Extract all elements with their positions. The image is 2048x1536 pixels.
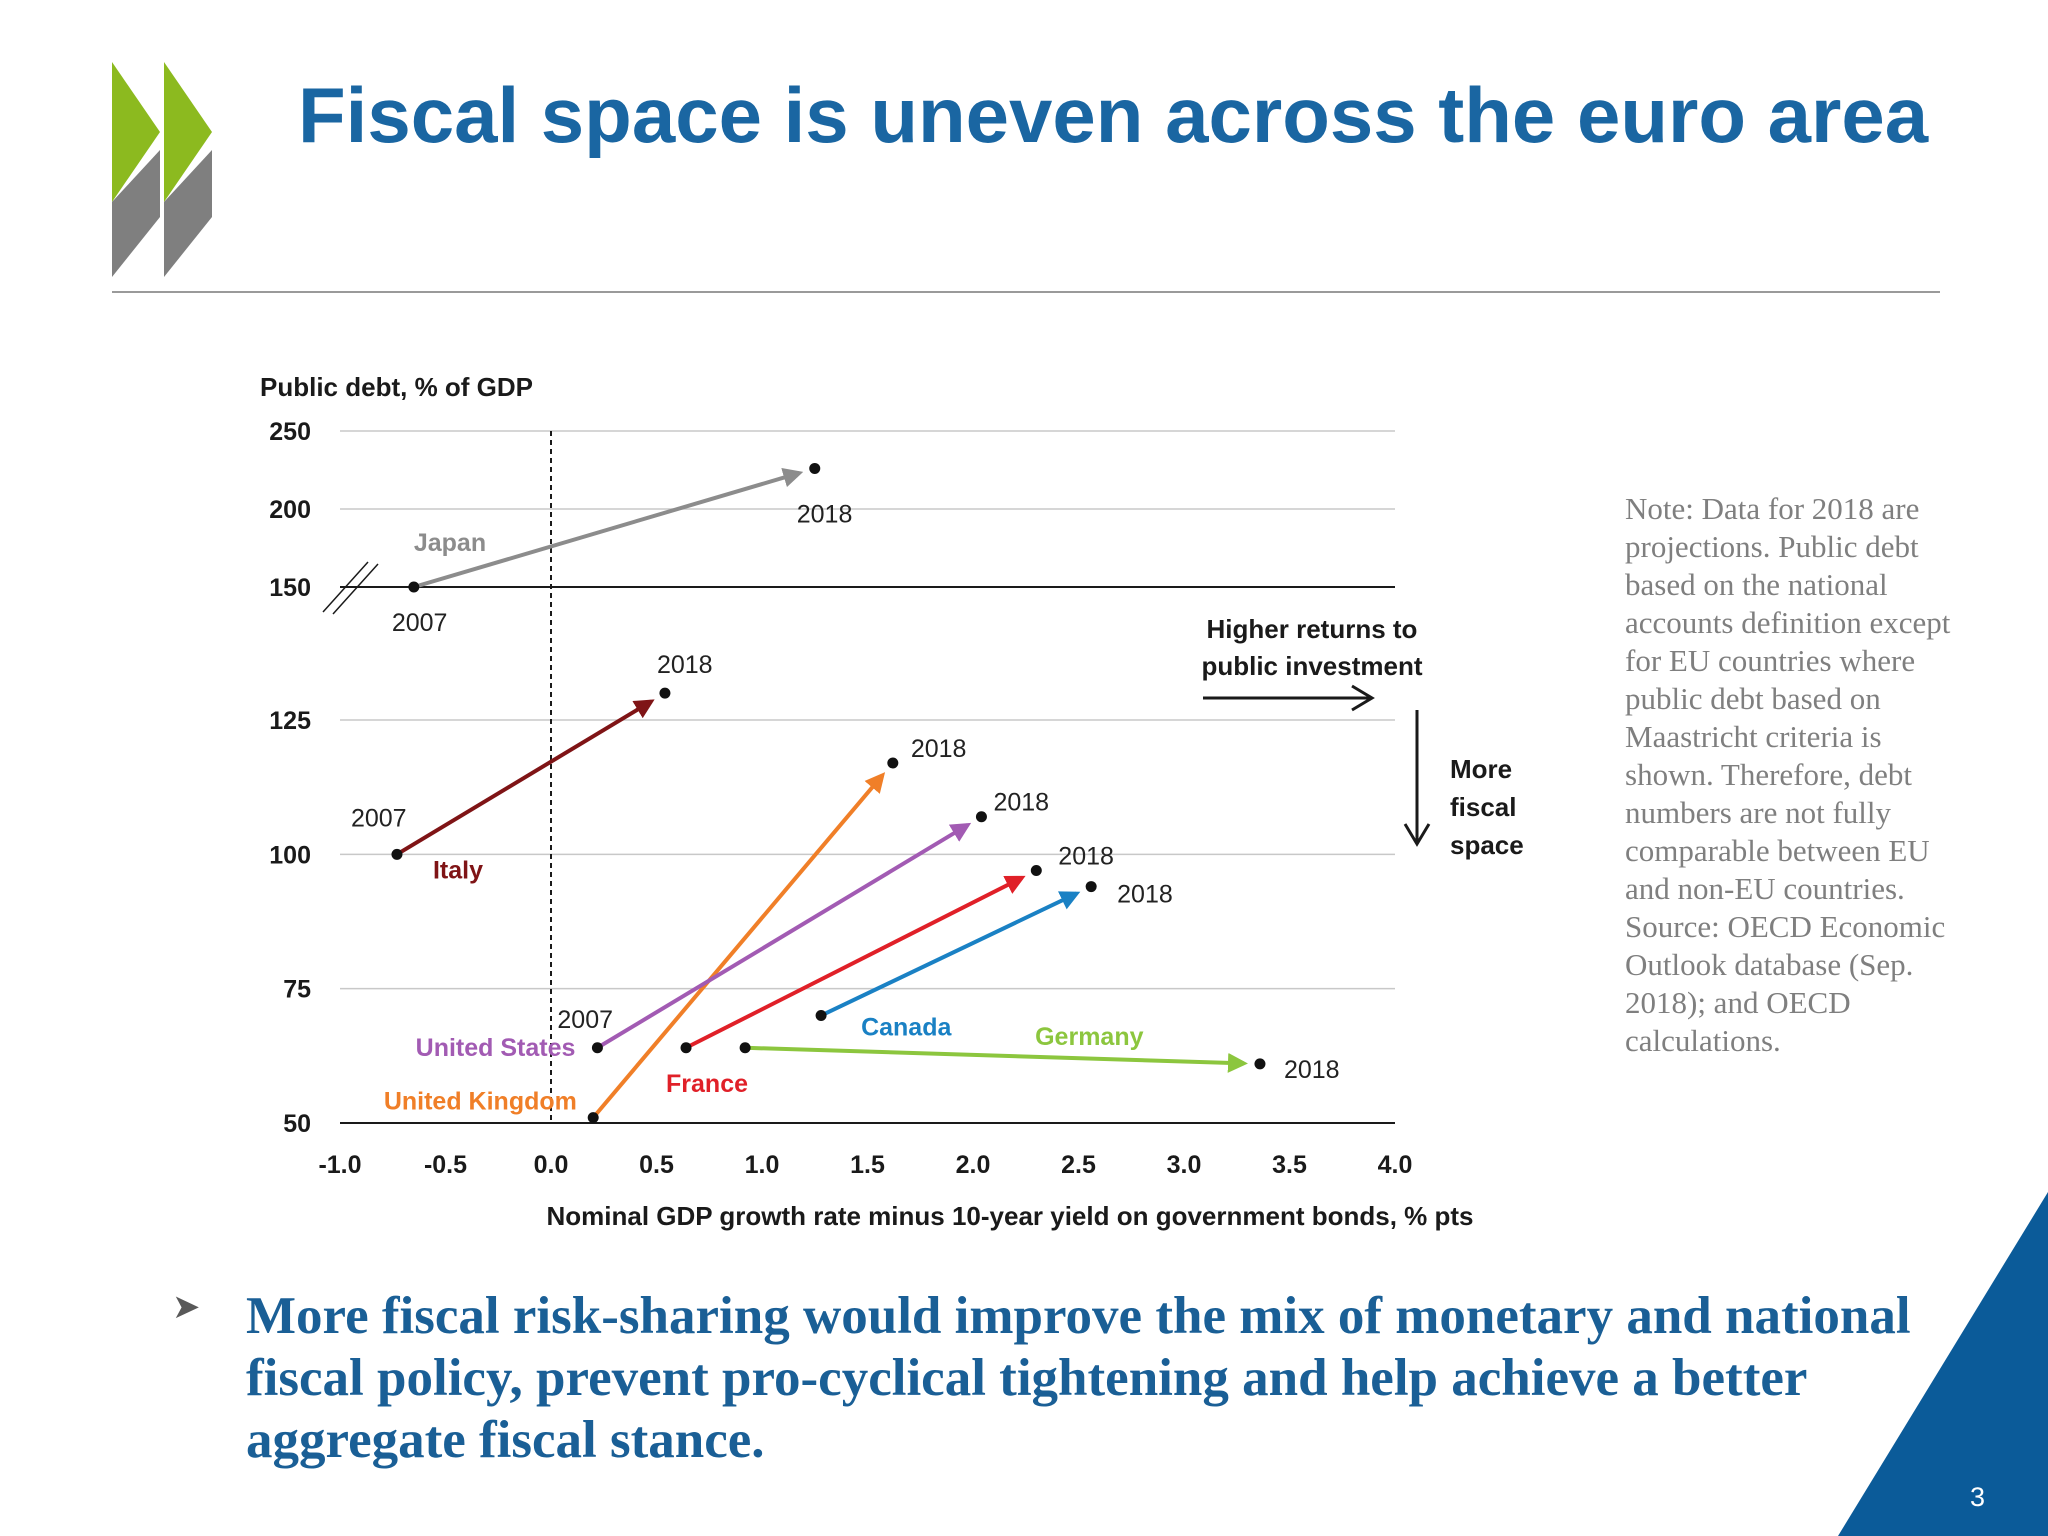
x-tick-label: 1.5 xyxy=(850,1151,885,1179)
chart-note: Note: Data for 2018 are projections. Pub… xyxy=(1625,491,1951,1058)
logo-grey-chevron-left xyxy=(112,150,160,277)
oecd-chevron-logo xyxy=(112,62,212,277)
end-point xyxy=(1030,864,1042,876)
series-name-label: Canada xyxy=(861,1014,952,1042)
annotation-space-line3: space xyxy=(1450,830,1524,860)
start-point xyxy=(408,581,420,593)
y-tick-label: 200 xyxy=(269,496,311,524)
y-tick-label: 250 xyxy=(269,418,311,446)
start-year-label: 2007 xyxy=(557,1006,613,1034)
series-name-label: United States xyxy=(416,1034,576,1062)
arrow-right-icon xyxy=(1203,684,1375,712)
y-tick-label: 150 xyxy=(269,574,311,602)
x-tick-label: 0.5 xyxy=(639,1151,674,1179)
start-point xyxy=(391,848,403,860)
start-point xyxy=(587,1112,599,1124)
logo-green-chevron-right xyxy=(164,62,212,202)
gridlines xyxy=(322,430,1395,1124)
axis-ticks: 50 75 100 125 150 200 250 -1.0 -0.5 0.0 0.5 1.0 1.5 2… xyxy=(269,418,1412,1179)
arrow-bullet-icon: ➤ xyxy=(172,1287,201,1327)
annotation-space-line1: More xyxy=(1450,754,1512,784)
end-year-label: 2018 xyxy=(1117,881,1173,909)
x-tick-label: 2.5 xyxy=(1061,1151,1096,1179)
page-number: 3 xyxy=(1970,1482,1986,1512)
start-year-label: 2007 xyxy=(392,609,448,637)
series-japan: Japan 2007 2018 xyxy=(392,462,853,637)
x-tick-label: 3.0 xyxy=(1167,1151,1202,1179)
series-france: France 2018 xyxy=(666,842,1114,1097)
fiscal-space-chart: Public debt, % of GDP 50 75 100 125 150 200 25… xyxy=(260,372,1524,1231)
end-point xyxy=(659,687,671,699)
y-tick-label: 50 xyxy=(283,1110,311,1138)
x-tick-label: -0.5 xyxy=(424,1151,467,1179)
end-year-label: 2018 xyxy=(797,500,853,528)
end-year-label: 2018 xyxy=(911,735,967,763)
series-name-label: United Kingdom xyxy=(384,1088,577,1116)
x-axis-title: Nominal GDP growth rate minus 10-year yi… xyxy=(546,1201,1473,1231)
series-arrow xyxy=(820,891,1081,1018)
start-point xyxy=(680,1042,692,1054)
axis-break-mark xyxy=(322,561,369,613)
series-arrow xyxy=(591,772,886,1119)
annotation-returns-line2: public investment xyxy=(1201,651,1422,681)
series-arrow xyxy=(413,467,804,589)
x-tick-label: 0.0 xyxy=(534,1151,569,1179)
end-point xyxy=(1085,881,1097,893)
end-year-label: 2018 xyxy=(657,651,713,679)
start-year-label: 2007 xyxy=(351,804,407,832)
series-united-kingdom: United Kingdom 2018 xyxy=(384,735,967,1124)
series-germany: Germany 2018 xyxy=(739,1023,1340,1084)
x-tick-label: -1.0 xyxy=(318,1151,361,1179)
series-canada: Canada 2018 xyxy=(815,881,1173,1042)
series-italy: Italy 2007 2018 xyxy=(351,651,713,884)
y-axis-title: Public debt, % of GDP xyxy=(260,372,533,402)
title-divider xyxy=(112,291,1940,293)
end-point xyxy=(887,757,899,769)
series-arrow xyxy=(596,822,972,1050)
series-name-label: France xyxy=(666,1070,748,1098)
series-arrow xyxy=(745,1045,1248,1073)
series-arrow xyxy=(685,875,1026,1050)
end-point xyxy=(975,811,987,823)
x-tick-label: 4.0 xyxy=(1378,1151,1413,1179)
arrow-down-icon xyxy=(1403,710,1431,847)
key-message-text: More fiscal risk-sharing would improve t… xyxy=(246,1287,1911,1469)
x-tick-label: 2.0 xyxy=(956,1151,991,1179)
annotation-space-line2: fiscal xyxy=(1450,792,1517,822)
series-name-label: Italy xyxy=(433,856,483,884)
start-point xyxy=(815,1010,827,1022)
series-name-label: Japan xyxy=(414,529,486,557)
end-point xyxy=(809,462,821,474)
end-point xyxy=(1254,1058,1266,1070)
logo-green-chevron-left xyxy=(112,62,160,202)
slide-title: Fiscal space is uneven across the euro a… xyxy=(298,71,1929,159)
end-year-label: 2018 xyxy=(1058,842,1114,870)
axis-break-mark xyxy=(332,563,379,615)
x-tick-label: 3.5 xyxy=(1272,1151,1307,1179)
start-point xyxy=(591,1042,603,1054)
start-point xyxy=(739,1042,751,1054)
x-tick-label: 1.0 xyxy=(745,1151,780,1179)
series-name-label: Germany xyxy=(1035,1023,1143,1051)
y-tick-label: 75 xyxy=(283,976,311,1004)
y-tick-label: 125 xyxy=(269,707,311,735)
logo-grey-chevron-right xyxy=(164,150,212,277)
annotation-returns-line1: Higher returns to xyxy=(1207,614,1418,644)
end-year-label: 2018 xyxy=(1284,1056,1340,1084)
series-arrow xyxy=(395,699,655,857)
y-tick-label: 100 xyxy=(269,841,311,869)
end-year-label: 2018 xyxy=(993,789,1049,817)
